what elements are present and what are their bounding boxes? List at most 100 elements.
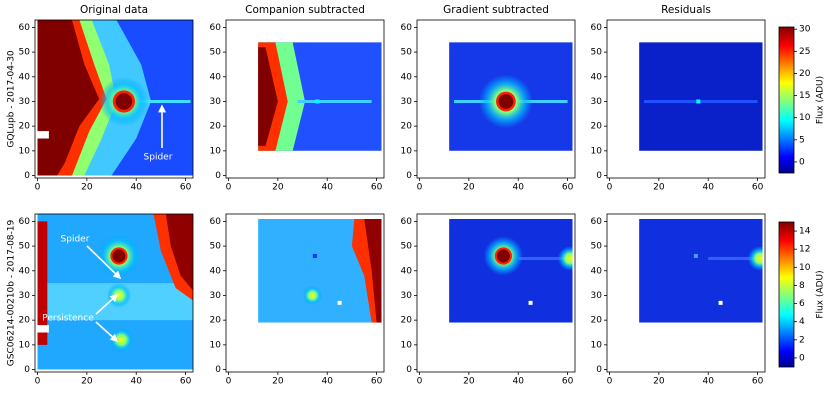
y-tick-label: 0 xyxy=(406,171,412,181)
y-tick-label: 10 xyxy=(591,340,603,350)
y-tick-label: 30 xyxy=(19,97,31,107)
image xyxy=(639,218,763,323)
x-tick-label: 60 xyxy=(752,377,764,387)
y-tick-label: 20 xyxy=(401,316,413,326)
colorbar-tick-label: 25 xyxy=(799,47,810,57)
colorbar-tick-label: 20 xyxy=(799,69,811,79)
image-spot xyxy=(528,300,533,305)
y-tick-label: 0 xyxy=(24,171,30,181)
x-tick-label: 60 xyxy=(371,377,383,387)
y-tick-label: 60 xyxy=(19,217,31,227)
x-tick-label: 20 xyxy=(653,377,665,387)
y-tick-label: 60 xyxy=(401,23,413,33)
panel: 0 20 40 60 0 10 20 30 40 50 60 xyxy=(210,19,385,193)
x-tick-label: 40 xyxy=(130,377,142,387)
axes-frame xyxy=(34,213,194,373)
column-title: Gradient subtracted xyxy=(443,4,549,16)
image-core xyxy=(112,249,126,263)
y-tick-label: 60 xyxy=(210,217,222,227)
y-tick-label: 10 xyxy=(210,340,222,350)
y-tick-label: 40 xyxy=(401,72,413,82)
image-halo xyxy=(747,246,763,271)
x-tick-label: 20 xyxy=(463,377,475,387)
x-tick-label: 20 xyxy=(81,377,93,387)
image-region xyxy=(258,47,278,146)
colorbar-tick-label: 5 xyxy=(799,135,805,145)
row-label: GQLupb - 2017-04-30 xyxy=(7,50,17,148)
colorbar-tick-label: 12 xyxy=(799,245,810,255)
x-tick-label: 40 xyxy=(321,183,333,193)
image-spot xyxy=(693,253,698,258)
y-tick-label: 0 xyxy=(24,365,30,375)
y-tick-label: 50 xyxy=(401,242,413,252)
image-halo xyxy=(109,327,134,353)
image-core xyxy=(498,94,514,109)
image xyxy=(258,42,382,151)
y-tick-label: 60 xyxy=(591,217,603,227)
panel: 0 20 40 60 0 10 20 30 40 50 60 xyxy=(19,19,194,193)
panel: 0 20 40 60 0 10 20 30 40 50 60 xyxy=(19,213,194,387)
y-tick-label: 10 xyxy=(591,146,603,156)
panel: 0 20 40 60 0 10 20 30 40 50 60 xyxy=(401,19,576,193)
annotation: Spider xyxy=(144,153,173,163)
x-tick-label: 60 xyxy=(180,377,192,387)
x-tick-label: 60 xyxy=(752,183,764,193)
annotation-arrow xyxy=(95,293,119,315)
x-tick-label: 0 xyxy=(417,183,423,193)
panel: 0 20 40 60 0 10 20 30 40 50 60 xyxy=(401,213,576,387)
x-tick-label: 60 xyxy=(562,183,574,193)
x-tick-label: 0 xyxy=(226,377,232,387)
image-spot xyxy=(718,300,723,305)
x-tick-label: 20 xyxy=(653,183,665,193)
y-tick-label: 20 xyxy=(210,122,222,132)
colorbar-tick-label: 14 xyxy=(799,227,811,237)
column-title: Residuals xyxy=(661,4,711,16)
x-tick-label: 40 xyxy=(321,377,333,387)
x-tick-label: 0 xyxy=(226,183,232,193)
image-bg xyxy=(639,218,763,323)
column-title: Companion subtracted xyxy=(245,4,365,16)
annotation-arrow xyxy=(95,321,119,343)
x-tick-label: 40 xyxy=(130,183,142,193)
image-halo xyxy=(106,283,132,308)
x-tick-label: 20 xyxy=(81,183,93,193)
y-tick-label: 60 xyxy=(19,23,31,33)
image-region xyxy=(165,214,193,291)
image-halo xyxy=(557,246,573,271)
panel: 0 20 40 60 0 10 20 30 40 50 60 xyxy=(210,213,385,387)
image-core xyxy=(496,249,510,263)
image-gap xyxy=(37,325,49,333)
image xyxy=(639,42,763,151)
y-tick-label: 10 xyxy=(19,146,31,156)
x-tick-label: 60 xyxy=(562,377,574,387)
y-tick-label: 50 xyxy=(210,242,222,252)
x-tick-label: 40 xyxy=(702,377,714,387)
y-tick-label: 10 xyxy=(210,146,222,156)
y-tick-label: 20 xyxy=(591,122,603,132)
panel: 0 20 40 60 0 10 20 30 40 50 60 xyxy=(591,19,766,193)
colorbar-tick-label: 8 xyxy=(799,281,805,291)
y-tick-label: 0 xyxy=(215,365,221,375)
colorbar-tick-label: 4 xyxy=(799,317,805,327)
y-tick-label: 50 xyxy=(19,48,31,58)
image xyxy=(37,20,193,176)
x-tick-label: 20 xyxy=(463,183,475,193)
y-tick-label: 20 xyxy=(210,316,222,326)
y-tick-label: 50 xyxy=(591,242,603,252)
x-tick-label: 0 xyxy=(607,377,613,387)
y-tick-label: 40 xyxy=(401,266,413,276)
y-tick-label: 10 xyxy=(401,146,413,156)
axes-frame xyxy=(416,19,576,179)
axes-frame xyxy=(34,19,194,179)
y-tick-label: 0 xyxy=(215,171,221,181)
y-tick-label: 60 xyxy=(210,23,222,33)
y-tick-label: 40 xyxy=(19,72,31,82)
y-tick-label: 40 xyxy=(591,266,603,276)
y-tick-label: 40 xyxy=(591,72,603,82)
image-spot xyxy=(315,99,320,104)
axes-frame xyxy=(606,213,766,373)
x-tick-label: 60 xyxy=(180,183,192,193)
x-tick-label: 0 xyxy=(35,377,41,387)
y-tick-label: 30 xyxy=(210,97,222,107)
